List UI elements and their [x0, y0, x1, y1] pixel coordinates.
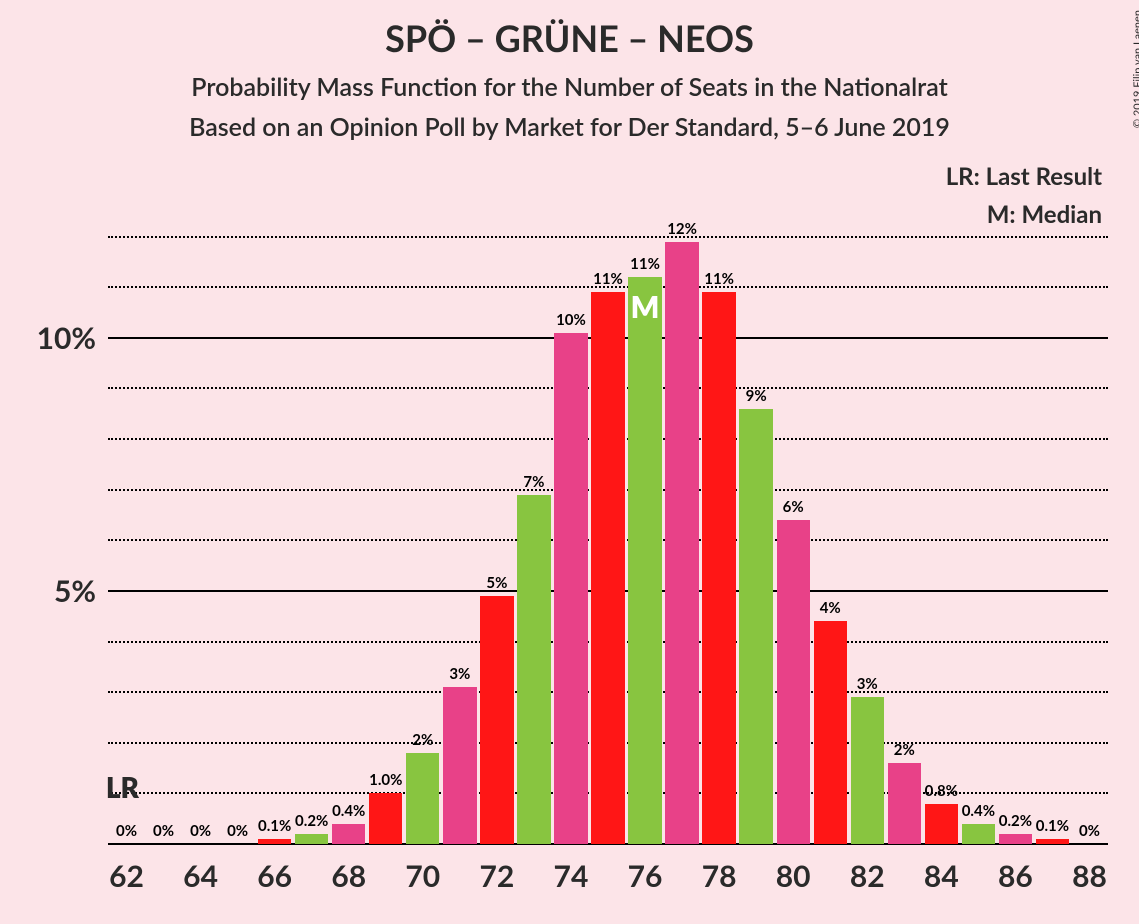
bar: 10% [554, 333, 587, 844]
chart-subtitle-2: Based on an Opinion Poll by Market for D… [0, 112, 1139, 142]
bar-value-label: 11% [704, 270, 734, 292]
x-axis-label: 62 [109, 844, 144, 894]
bar-value-label: 12% [667, 220, 697, 242]
bar-value-label: 10% [556, 311, 586, 333]
bar: 6% [777, 520, 810, 844]
bar: 11% [702, 292, 735, 844]
bar-value-label: 4% [820, 599, 841, 621]
bar: 11% [628, 277, 661, 844]
bar: 0.4% [962, 824, 995, 844]
bar: 0.1% [1036, 839, 1069, 844]
bar-value-label: 0% [1079, 822, 1100, 844]
bar: 0.2% [999, 834, 1032, 844]
x-axis-label: 74 [554, 844, 589, 894]
bar-value-label: 0.4% [332, 802, 365, 824]
legend-median: M: Median [987, 200, 1102, 229]
x-axis-label: 64 [183, 844, 218, 894]
x-axis-label: 70 [405, 844, 440, 894]
bar-value-label: 2% [894, 741, 915, 763]
x-axis-label: 88 [1072, 844, 1107, 894]
bar-value-label: 0.2% [295, 812, 328, 834]
bar-value-label: 9% [746, 387, 767, 409]
bar-value-label: 3% [857, 675, 878, 697]
bar-value-label: 1.0% [369, 771, 402, 793]
x-axis-label: 78 [702, 844, 737, 894]
bar-value-label: 6% [783, 498, 804, 520]
bar: 5% [480, 596, 513, 844]
bar: 0.1% [258, 839, 291, 844]
x-axis-label: 86 [998, 844, 1033, 894]
grid-minor [108, 236, 1108, 238]
bar: 2% [888, 763, 921, 844]
plot-area: 5%10%62646668707274767880828486880%0%0%0… [108, 196, 1108, 844]
chart-subtitle-1: Probability Mass Function for the Number… [0, 72, 1139, 102]
x-axis-label: 82 [850, 844, 885, 894]
bar: 9% [739, 409, 772, 844]
copyright-text: © 2019 Filip van Laenen [1131, 10, 1139, 128]
bar-value-label: 0% [227, 822, 248, 844]
y-axis-label: 10% [37, 320, 108, 356]
bar: 3% [443, 687, 476, 844]
bar: 0.4% [332, 824, 365, 844]
bar: 12% [665, 242, 698, 844]
bar: 0.2% [295, 834, 328, 844]
x-axis-label: 84 [924, 844, 959, 894]
bar: 3% [851, 697, 884, 844]
x-axis-label: 68 [331, 844, 366, 894]
median-marker: M [631, 289, 660, 325]
bar-value-label: 2% [412, 731, 433, 753]
bar-value-label: 5% [486, 574, 507, 596]
bar-value-label: 0% [190, 822, 211, 844]
bar-value-label: 7% [523, 473, 544, 495]
bar: 7% [517, 495, 550, 844]
bar-value-label: 11% [630, 255, 660, 277]
x-axis-label: 80 [776, 844, 811, 894]
bar-value-label: 0.1% [258, 817, 291, 839]
legend-last-result: LR: Last Result [946, 162, 1102, 191]
x-axis-label: 66 [257, 844, 292, 894]
bar: 4% [814, 621, 847, 844]
y-axis-label: 5% [54, 573, 108, 609]
bar-value-label: 11% [593, 270, 623, 292]
bar-value-label: 0.4% [962, 802, 995, 824]
x-axis-label: 76 [628, 844, 663, 894]
bar-value-label: 0.8% [925, 782, 958, 804]
bar-value-label: 0.2% [999, 812, 1032, 834]
last-result-marker: LR [106, 770, 139, 804]
bar: 11% [591, 292, 624, 844]
bar-value-label: 0.1% [1036, 817, 1069, 839]
bar: 0.8% [925, 804, 958, 845]
bar: 1.0% [369, 793, 402, 844]
bar: 2% [406, 753, 439, 844]
bar-value-label: 0% [116, 822, 137, 844]
bar-value-label: 0% [153, 822, 174, 844]
chart-title: SPÖ – GRÜNE – NEOS [0, 0, 1139, 60]
x-axis-label: 72 [479, 844, 514, 894]
bar-value-label: 3% [449, 665, 470, 687]
